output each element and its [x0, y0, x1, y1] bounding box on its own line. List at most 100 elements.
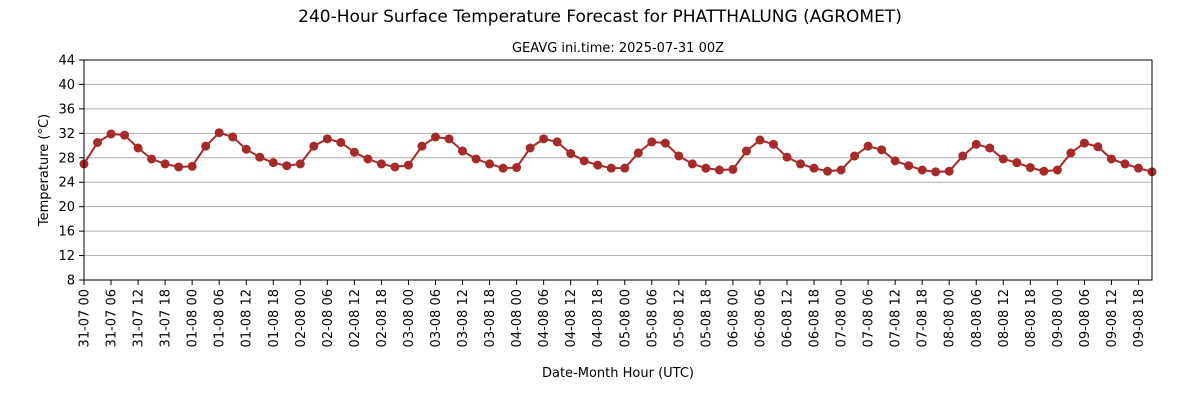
data-point [390, 162, 400, 172]
x-tick-label: 04-08 12 [564, 289, 579, 347]
data-point [998, 154, 1008, 164]
x-tick-label: 07-08 06 [862, 289, 877, 347]
x-tick-label: 05-08 06 [645, 289, 660, 347]
data-point [917, 165, 927, 175]
data-point [741, 146, 751, 156]
data-point [309, 141, 319, 151]
plot-frame [83, 59, 1153, 281]
x-tick-label: 08-08 00 [943, 289, 958, 347]
data-point [633, 148, 643, 158]
data-point [944, 166, 954, 176]
data-point [512, 163, 522, 173]
x-tick-label: 02-08 06 [321, 289, 336, 347]
x-tick-label: 01-08 18 [267, 289, 282, 347]
data-point [647, 137, 657, 147]
data-point [201, 141, 211, 151]
data-point [1079, 138, 1089, 148]
data-point [593, 160, 603, 170]
x-tick-label: 07-08 00 [835, 289, 850, 347]
data-point [255, 152, 265, 162]
data-point [376, 159, 386, 169]
data-point [471, 154, 481, 164]
y-tick-label: 40 [58, 78, 75, 93]
x-axis-label: Date-Month Hour (UTC) [542, 366, 694, 381]
x-tick-label: 01-08 12 [240, 289, 255, 347]
data-point [363, 154, 373, 164]
y-tick-label: 20 [58, 200, 75, 215]
x-tick-label: 31-07 06 [105, 289, 120, 347]
data-point [985, 143, 995, 153]
data-point [322, 134, 332, 144]
data-point [823, 166, 833, 176]
y-tick-label: 44 [58, 54, 75, 69]
x-tick-label: 03-08 18 [483, 289, 498, 347]
y-tick-label: 16 [58, 225, 75, 240]
data-point [1039, 166, 1049, 176]
x-tick-label: 05-08 00 [618, 289, 633, 347]
data-point [836, 165, 846, 175]
x-tick-label: 31-07 00 [78, 289, 93, 347]
x-tick-label: 07-08 12 [889, 289, 904, 347]
x-tick-label: 01-08 06 [213, 289, 228, 347]
data-point [539, 134, 549, 144]
data-point [282, 161, 292, 171]
x-tick-label: 03-08 00 [402, 289, 417, 347]
data-point [958, 151, 968, 161]
data-point [796, 159, 806, 169]
data-point [552, 137, 562, 147]
data-point [498, 163, 508, 173]
x-tick-label: 08-08 12 [997, 289, 1012, 347]
data-point [809, 163, 819, 173]
x-axis: 31-07 00 31-07 06 31-07 12 31-07 18 01-08 00… [78, 280, 1147, 347]
x-tick-label: 09-08 18 [1132, 289, 1147, 347]
data-point [904, 161, 914, 171]
data-point [336, 138, 346, 147]
y-axis-label: Temperature (°C) [37, 114, 52, 227]
x-tick-label: 02-08 18 [375, 289, 390, 347]
data-point [403, 160, 413, 170]
x-tick-label: 04-08 06 [537, 289, 552, 347]
data-point [458, 146, 468, 156]
data-point [485, 159, 495, 169]
x-tick-label: 05-08 12 [672, 289, 687, 347]
y-tick-label: 28 [58, 151, 75, 166]
data-point [931, 167, 941, 177]
data-point [295, 159, 305, 169]
x-tick-label: 01-08 00 [186, 289, 201, 347]
data-point [349, 147, 359, 157]
data-point [1066, 148, 1076, 158]
data-point [133, 143, 143, 153]
data-point [674, 151, 684, 161]
x-tick-label: 07-08 18 [916, 289, 931, 347]
data-point [877, 145, 887, 155]
x-tick-label: 04-08 18 [591, 289, 606, 347]
x-tick-label: 09-08 06 [1078, 289, 1093, 347]
data-point [430, 132, 440, 142]
x-tick-label: 03-08 06 [429, 289, 444, 347]
x-tick-label: 04-08 00 [510, 289, 525, 347]
chart-subtitle: GEAVG ini.time: 2025-07-31 00Z [512, 41, 724, 56]
x-tick-label: 08-08 18 [1024, 289, 1039, 347]
data-point [850, 151, 860, 161]
y-tick-label: 32 [58, 127, 75, 142]
data-point [701, 163, 711, 173]
data-point [417, 141, 427, 151]
data-point [525, 143, 535, 153]
x-tick-label: 03-08 12 [456, 289, 471, 347]
data-point [160, 159, 170, 169]
data-point [174, 162, 184, 172]
data-point [566, 149, 576, 158]
data-point [971, 139, 981, 149]
data-point [728, 164, 738, 174]
data-point [1025, 163, 1035, 173]
y-axis: 8 12 16 20 24 28 32 36 40 44 [58, 54, 84, 289]
x-tick-label: 06-08 00 [726, 289, 741, 347]
data-point [687, 159, 697, 169]
data-point [106, 129, 116, 139]
gridlines [84, 59, 1152, 281]
data-point [660, 138, 670, 148]
data-point [1133, 163, 1143, 173]
chart-title: 240-Hour Surface Temperature Forecast fo… [298, 7, 902, 27]
data-point [444, 134, 454, 144]
